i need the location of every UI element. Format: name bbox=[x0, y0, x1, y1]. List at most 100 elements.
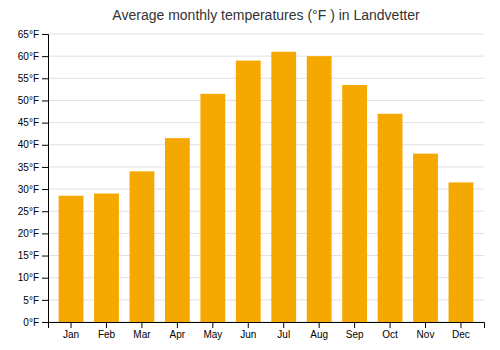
y-tick-label: 25°F bbox=[18, 206, 39, 217]
grid bbox=[48, 34, 484, 322]
x-tick: Mar bbox=[133, 322, 151, 340]
x-tick-mark bbox=[390, 322, 391, 328]
x-tick: Sep bbox=[346, 322, 364, 340]
x-tick-mark bbox=[319, 322, 320, 328]
y-tick: 65°F bbox=[18, 29, 48, 40]
y-axis: 0°F 5°F 10°F 15°F 20°F 25°F 30°F 35°F 40°F 45°F 50… bbox=[18, 29, 49, 328]
plot: 0°F 5°F 10°F 15°F 20°F 25°F 30°F 35°F 40°F 45°F 50… bbox=[18, 29, 485, 340]
x-axis: Jan Feb Mar Apr May Jun Jul Aug Sep Oct Nov Dec bbox=[49, 322, 485, 340]
y-axis-line bbox=[42, 35, 49, 323]
y-tick: 55°F bbox=[18, 73, 48, 84]
x-tick-label: Oct bbox=[382, 329, 398, 340]
bar bbox=[59, 196, 84, 322]
y-tick-label: 35°F bbox=[18, 162, 39, 173]
y-tick-label: 55°F bbox=[18, 73, 39, 84]
grid-line bbox=[48, 122, 484, 123]
y-tick: 25°F bbox=[18, 206, 48, 217]
x-tick-mark bbox=[141, 322, 142, 328]
y-tick: 10°F bbox=[18, 272, 48, 283]
grid-line bbox=[48, 100, 484, 101]
y-tick: 20°F bbox=[18, 228, 48, 239]
bar bbox=[94, 194, 119, 322]
x-tick-label: Jan bbox=[63, 329, 79, 340]
y-tick: 35°F bbox=[18, 162, 48, 173]
x-tick-mark bbox=[212, 322, 213, 328]
y-tick: 60°F bbox=[18, 51, 48, 62]
y-tick-mark bbox=[42, 34, 48, 35]
y-tick-mark bbox=[42, 322, 48, 323]
x-tick: Dec bbox=[452, 322, 470, 340]
y-tick-label: 50°F bbox=[18, 95, 39, 106]
y-tick-label: 5°F bbox=[23, 295, 39, 306]
y-tick-label: 0°F bbox=[23, 317, 39, 328]
bar bbox=[236, 61, 261, 322]
x-tick-label: Sep bbox=[346, 329, 364, 340]
grid-line bbox=[48, 56, 484, 57]
bar bbox=[413, 154, 438, 322]
x-axis-line bbox=[49, 323, 485, 329]
y-tick: 45°F bbox=[18, 117, 48, 128]
bar bbox=[378, 114, 403, 322]
x-tick: Oct bbox=[382, 322, 398, 340]
grid-line bbox=[48, 144, 484, 145]
x-tick: May bbox=[203, 322, 222, 340]
grid-line bbox=[48, 78, 484, 79]
y-tick-mark bbox=[42, 233, 48, 234]
y-tick: 50°F bbox=[18, 95, 48, 106]
bar bbox=[165, 138, 190, 322]
x-tick-mark bbox=[248, 322, 249, 328]
x-tick-label: Nov bbox=[417, 329, 435, 340]
bar bbox=[449, 182, 474, 322]
x-tick: Nov bbox=[417, 322, 435, 340]
y-tick-mark bbox=[42, 145, 48, 146]
title: Average monthly temperatures (°F ) in La… bbox=[112, 7, 420, 23]
bars bbox=[59, 52, 474, 322]
y-tick-label: 30°F bbox=[18, 184, 39, 195]
y-tick-label: 40°F bbox=[18, 139, 39, 150]
y-tick-label: 45°F bbox=[18, 117, 39, 128]
x-tick-label: Jun bbox=[240, 329, 256, 340]
x-tick-mark bbox=[106, 322, 107, 328]
x-tick: Jun bbox=[240, 322, 256, 340]
y-tick-mark bbox=[42, 56, 48, 57]
x-tick-mark bbox=[283, 322, 284, 328]
x-tick-label: May bbox=[203, 329, 222, 340]
x-tick: Jan bbox=[63, 322, 79, 340]
bar bbox=[200, 94, 225, 322]
y-tick-label: 20°F bbox=[18, 228, 39, 239]
bar bbox=[130, 171, 155, 322]
x-tick-mark bbox=[460, 322, 461, 328]
y-tick-mark bbox=[42, 100, 48, 101]
bar bbox=[307, 56, 332, 322]
y-tick-mark bbox=[42, 256, 48, 257]
x-tick-mark bbox=[71, 322, 72, 328]
bar bbox=[271, 52, 296, 322]
y-tick-mark bbox=[42, 211, 48, 212]
x-tick: Jul bbox=[277, 322, 290, 340]
x-tick: Apr bbox=[170, 322, 186, 340]
y-tick-mark bbox=[42, 189, 48, 190]
y-tick-label: 65°F bbox=[18, 29, 39, 40]
y-tick-label: 15°F bbox=[18, 250, 39, 261]
x-tick-label: Aug bbox=[310, 329, 328, 340]
x-tick-label: Apr bbox=[170, 329, 186, 340]
x-tick-mark bbox=[425, 322, 426, 328]
x-tick-label: Feb bbox=[98, 329, 116, 340]
y-tick-mark bbox=[42, 123, 48, 124]
y-tick-label: 60°F bbox=[18, 51, 39, 62]
y-tick-mark bbox=[42, 78, 48, 79]
x-tick-label: Dec bbox=[452, 329, 470, 340]
y-tick: 30°F bbox=[18, 184, 48, 195]
y-tick-label: 10°F bbox=[18, 272, 39, 283]
y-tick: 15°F bbox=[18, 250, 48, 261]
y-tick: 0°F bbox=[23, 317, 48, 328]
x-tick-label: Mar bbox=[133, 329, 151, 340]
x-tick: Feb bbox=[98, 322, 116, 340]
bar bbox=[342, 85, 367, 322]
x-tick: Aug bbox=[310, 322, 328, 340]
y-tick-mark bbox=[42, 167, 48, 168]
grid-line bbox=[48, 34, 484, 35]
y-tick: 5°F bbox=[23, 295, 48, 306]
x-tick-mark bbox=[177, 322, 178, 328]
y-tick-mark bbox=[42, 278, 48, 279]
